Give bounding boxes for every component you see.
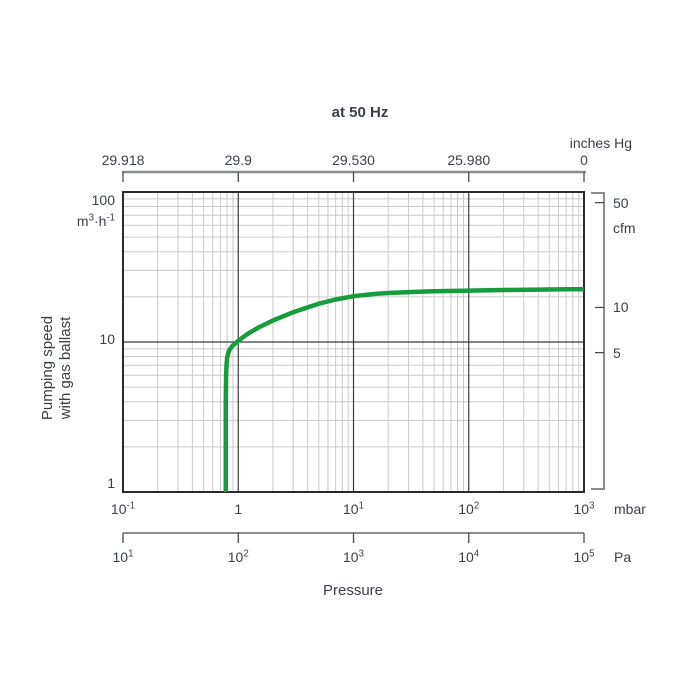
right-axis-tick-label: 50 bbox=[613, 194, 629, 211]
top-axis-tick-label: 29.9 bbox=[224, 152, 252, 168]
y-axis-tick-label: 100 bbox=[91, 192, 115, 208]
right-axis-unit-label: cfm bbox=[613, 220, 636, 236]
x-axis-mbar-tick-label: 101 bbox=[343, 500, 364, 517]
x-axis-mbar-unit-label: mbar bbox=[614, 501, 646, 517]
x-axis-pa-unit-label: Pa bbox=[614, 549, 632, 565]
plot-border bbox=[122, 191, 585, 493]
pumping-speed-curve bbox=[223, 286, 585, 492]
x-axis-mbar-tick-label: 103 bbox=[573, 500, 595, 517]
y-axis-tick-label: 10 bbox=[99, 331, 115, 347]
x-axis-pa-tick-label: 102 bbox=[227, 548, 249, 565]
right-axis-tick-label: 10 bbox=[613, 299, 629, 316]
top-axis-tick-label: 29.918 bbox=[101, 152, 145, 168]
y-axis-label-line2: with gas ballast bbox=[57, 316, 74, 420]
x-axis-mbar-tick-label: 10-1 bbox=[110, 500, 136, 517]
top-axis-tick-label: 25.980 bbox=[447, 152, 491, 168]
y-unit-sup1: 3 bbox=[88, 212, 94, 224]
top-axis-tick-label: 0 bbox=[580, 152, 588, 168]
y-axis-label-line1: Pumping speed bbox=[39, 315, 56, 421]
x-axis-title: Pressure bbox=[322, 582, 384, 599]
x-axis-mbar-tick-label: 102 bbox=[458, 500, 480, 517]
right-axis-tick-label: 5 bbox=[613, 344, 621, 361]
y-unit-mid: ·h bbox=[93, 213, 107, 229]
y-axis-label: Pumping speed with gas ballast bbox=[39, 278, 75, 458]
x-axis-pa-tick-label: 103 bbox=[343, 548, 364, 565]
x-axis-pa-tick-label: 105 bbox=[573, 548, 595, 565]
x-axis-pa-tick-label: 101 bbox=[112, 548, 134, 565]
y-unit-sup2: -1 bbox=[106, 212, 115, 224]
top-axis-unit-label: inches Hg bbox=[569, 135, 632, 151]
chart-title: at 50 Hz bbox=[331, 104, 389, 121]
x-axis-pa-tick-label: 104 bbox=[458, 548, 480, 565]
top-axis-tick-label: 29.530 bbox=[332, 152, 375, 168]
y-axis-unit-label: m3·h-1 bbox=[45, 213, 115, 229]
y-unit-base: m bbox=[76, 213, 89, 229]
y-axis-tick-label: 1 bbox=[107, 475, 115, 491]
x-axis-mbar-tick-label: 1 bbox=[234, 501, 243, 517]
